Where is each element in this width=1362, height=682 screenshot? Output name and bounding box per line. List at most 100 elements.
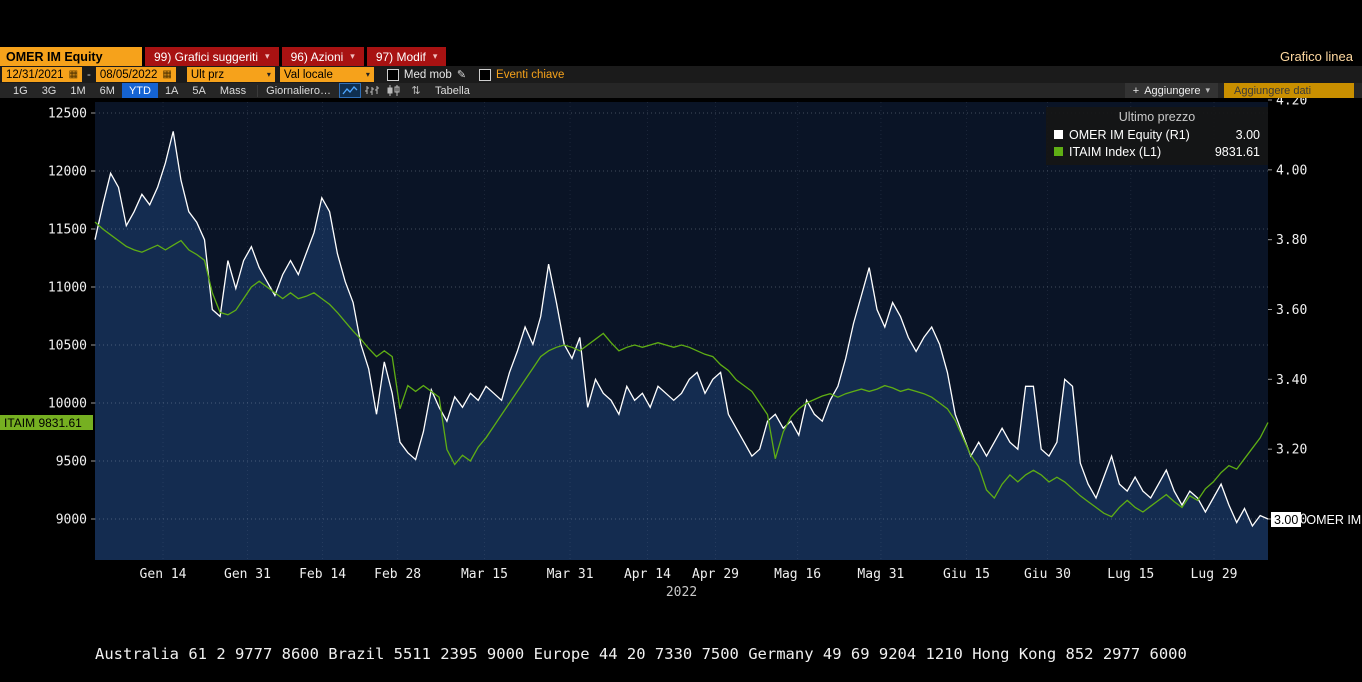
left-axis-tick-label: 9000: [56, 513, 87, 528]
x-axis-tick-label: Gen 14: [140, 567, 187, 582]
med-mob-checkbox[interactable]: [386, 68, 399, 81]
itaim-swatch-icon: [1054, 147, 1063, 156]
x-axis-tick-label: Mag 31: [857, 567, 904, 582]
x-axis-tick-label: Mar 15: [461, 567, 508, 582]
chevron-down-icon: ▾: [350, 51, 355, 61]
security-field[interactable]: OMER IM Equity: [0, 47, 142, 66]
chevron-down-icon: ▾: [365, 70, 370, 79]
right-axis-tick-label: 3.60: [1276, 303, 1307, 318]
itaim-index-line: [94, 221, 1269, 518]
menu-modif[interactable]: 97) Modif ▾: [366, 47, 447, 66]
omer-ticker-label: OMER IM: [1306, 512, 1362, 527]
candlestick-icon[interactable]: [384, 84, 404, 97]
legend-row-omer[interactable]: OMER IM Equity (R1) 3.00: [1054, 126, 1260, 143]
x-axis-tick-label: Lug 29: [1191, 567, 1238, 582]
x-axis-tick-label: Apr 14: [624, 567, 671, 582]
x-axis-tick-label: Giu 30: [1024, 567, 1071, 582]
med-mob-label: Med mob: [403, 68, 452, 81]
x-axis-tick-label: Mar 31: [547, 567, 594, 582]
chevron-down-icon: ▾: [265, 51, 270, 61]
left-axis-tick-label: 12500: [48, 107, 87, 122]
calendar-icon[interactable]: ▦: [162, 68, 172, 80]
calendar-icon[interactable]: ▦: [68, 68, 79, 80]
add-series-button[interactable]: + Aggiungere ▾: [1124, 83, 1218, 98]
line-chart-icon[interactable]: [338, 83, 361, 98]
x-axis-tick-label: Giu 15: [943, 567, 990, 582]
date-from-value: 12/31/2021: [6, 68, 64, 81]
eventi-chiave-label: Eventi chiave: [496, 68, 565, 81]
add-data-button[interactable]: Aggiungere dati: [1224, 83, 1354, 98]
currency-dropdown[interactable]: Val locale ▾: [279, 67, 374, 82]
range-tab-1a[interactable]: 1A: [164, 84, 179, 97]
range-tab-ytd[interactable]: YTD: [121, 83, 158, 98]
eventi-chiave-checkbox[interactable]: [479, 68, 492, 81]
x-axis-tick-label: Gen 31: [224, 567, 271, 582]
range-tab-mass[interactable]: Mass: [219, 84, 247, 97]
function-title: Grafico linea: [1280, 49, 1353, 64]
settings-bar: 12/31/2021 ▦ - 08/05/2022 ▦ Ult prz ▾ Va…: [0, 66, 1362, 83]
x-axis-tick-label: Lug 15: [1107, 567, 1154, 582]
price-field-dropdown[interactable]: Ult prz ▾: [186, 67, 275, 82]
price-chart[interactable]: Gen 14 Gen 31 Feb 14 Feb 28 Mar 15 Mar 31 Apr …: [0, 98, 1362, 604]
x-axis-tick-label: Mag 16: [774, 567, 821, 582]
menu-azioni-label: 96) Azioni: [290, 49, 344, 64]
frequency-dropdown[interactable]: Giornaliero…: [257, 84, 339, 97]
legend-omer-name: OMER IM Equity (R1): [1069, 127, 1190, 142]
right-axis-tick-label: 3.80: [1276, 233, 1307, 248]
left-axis-tick-label: 12000: [48, 165, 87, 180]
table-view-button[interactable]: Tabella: [434, 84, 470, 97]
date-from-field[interactable]: 12/31/2021 ▦: [2, 67, 83, 82]
price-field-value: Ult prz: [190, 68, 225, 81]
range-tab-3g[interactable]: 3G: [41, 84, 57, 97]
updown-arrows-icon[interactable]: ⇅: [411, 85, 421, 97]
menu-azioni[interactable]: 96) Azioni ▾: [281, 47, 364, 66]
range-tab-5a[interactable]: 5A: [192, 84, 206, 97]
range-tabs: 1G 3G 1M 6M YTD 1A 5A Mass: [6, 83, 253, 98]
right-axis-tick-label: 3.40: [1276, 373, 1307, 388]
right-axis-tick-label: 4.00: [1276, 163, 1307, 178]
menu-modif-label: 97) Modif: [375, 49, 426, 64]
left-axis-tick-label: 11000: [48, 281, 87, 296]
footer-line1: Australia 61 2 9777 8600 Brazil 5511 239…: [95, 645, 1187, 663]
pencil-icon[interactable]: ✎: [456, 69, 467, 81]
chevron-down-icon: ▾: [266, 70, 271, 79]
chart-legend: Ultimo prezzo OMER IM Equity (R1) 3.00 I…: [1046, 107, 1268, 165]
legend-itaim-value: 9831.61: [1214, 144, 1260, 159]
date-to-value: 08/05/2022: [99, 68, 158, 81]
range-tab-6m[interactable]: 6M: [99, 84, 115, 97]
menu-grafici-suggeriti-label: 99) Grafici suggeriti: [154, 49, 259, 64]
legend-itaim-name: ITAIM Index (L1): [1069, 144, 1162, 159]
legend-omer-value: 3.00: [1235, 127, 1260, 142]
x-axis-tick-label: Apr 29: [692, 567, 739, 582]
date-to-field[interactable]: 08/05/2022 ▦: [95, 67, 176, 82]
range-tab-1m[interactable]: 1M: [70, 84, 86, 97]
legend-row-itaim[interactable]: ITAIM Index (L1) 9831.61: [1054, 143, 1260, 160]
range-tab-1g[interactable]: 1G: [13, 84, 28, 97]
legend-title: Ultimo prezzo: [1118, 110, 1196, 124]
omer-last-price-value: 3.00: [1271, 512, 1302, 527]
omer-swatch-icon: [1054, 130, 1063, 139]
left-axis-tick-label: 10000: [48, 397, 87, 412]
right-axis-tick-label: 4.20: [1276, 98, 1307, 109]
currency-value: Val locale: [283, 68, 333, 81]
title-bar: OMER IM Equity 99) Grafici suggeriti ▾ 9…: [0, 47, 1362, 66]
date-range-separator: -: [87, 68, 91, 81]
x-axis-tick-label: Feb 14: [299, 567, 346, 582]
period-bar: 1G 3G 1M 6M YTD 1A 5A Mass Giornaliero… ⇅ Tabel…: [0, 83, 1362, 98]
terminal-footer: Australia 61 2 9777 8600 Brazil 5511 239…: [0, 604, 1362, 682]
chevron-down-icon: ▾: [1205, 85, 1210, 95]
right-axis-tick-label: 3.20: [1276, 443, 1307, 458]
left-axis-tick-label: 11500: [48, 223, 87, 238]
chevron-down-icon: ▾: [432, 51, 438, 61]
omer-last-price-tag: 3.00 OMER IM: [1271, 512, 1361, 527]
plus-icon: +: [1132, 84, 1140, 97]
x-axis-tick-label: Feb 28: [374, 567, 421, 582]
left-axis-tick-label: 10500: [48, 339, 87, 354]
menu-grafici-suggeriti[interactable]: 99) Grafici suggeriti ▾: [145, 47, 279, 66]
right-buttons: + Aggiungere ▾ Aggiungere dati: [1124, 83, 1362, 98]
omer-area-fill: [95, 131, 1268, 560]
x-axis-year-label: 2022: [666, 585, 697, 600]
hlc-bars-icon[interactable]: [362, 84, 382, 97]
left-axis-tick-label: 9500: [56, 455, 87, 470]
